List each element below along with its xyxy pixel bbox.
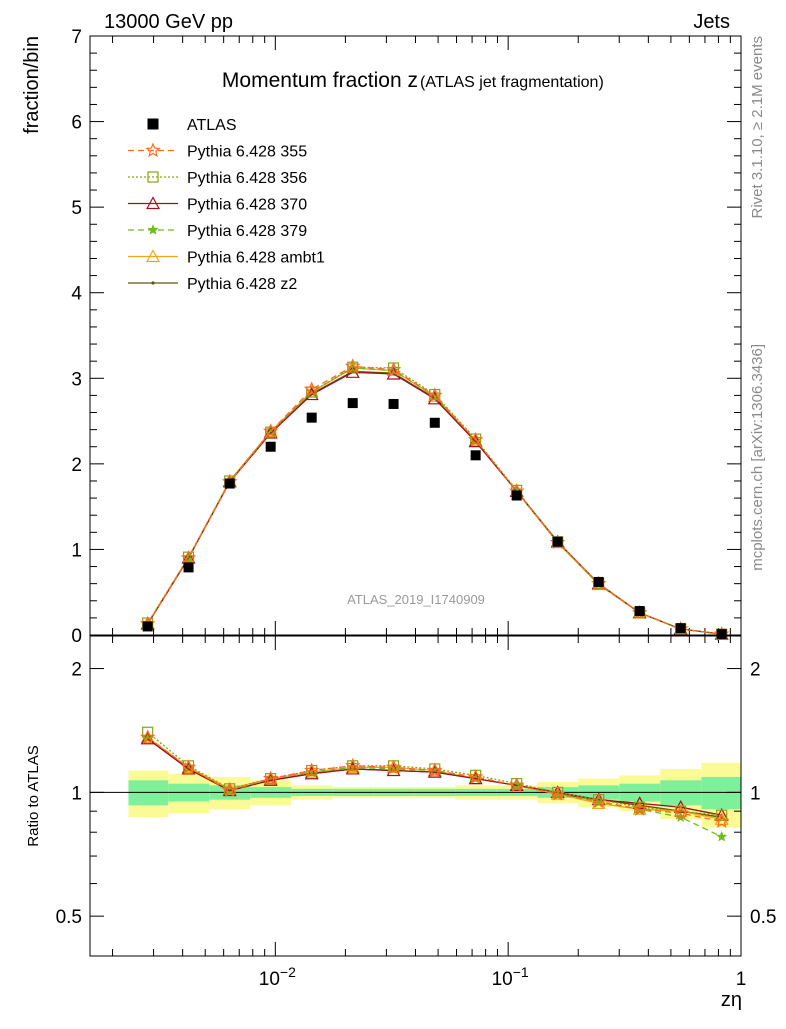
x-tick-label: 10−1 xyxy=(492,964,529,990)
main-marker-p356 xyxy=(347,361,359,373)
atlas-data-point xyxy=(716,629,727,640)
main-marker-p356 xyxy=(265,426,277,438)
ratio-marker-p355 xyxy=(263,770,279,786)
atlas-data-point xyxy=(224,478,235,489)
legend-marker-p355 xyxy=(145,142,161,158)
atlas-data-point xyxy=(470,450,481,461)
atlas-data-point xyxy=(634,606,645,617)
main-marker-p355 xyxy=(304,381,320,396)
ratio-y-axis-title: Ratio to ATLAS xyxy=(25,745,42,846)
atlas-data-point xyxy=(347,398,358,409)
legend-marker-z2 xyxy=(151,281,155,285)
main-marker-p355 xyxy=(468,431,484,447)
ratio-y-tick-label-right: 2 xyxy=(750,660,761,681)
ratio-marker-p370 xyxy=(632,796,647,810)
legend-label-p370: Pythia 6.428 370 xyxy=(187,197,307,214)
rivet-version-label: Rivet 3.1.10, ≥ 2.1M events xyxy=(749,36,766,219)
ratio-marker-p356 xyxy=(142,726,154,738)
ratio-y-tick-label: 0.5 xyxy=(56,907,82,928)
y-axis-title: fraction/bin xyxy=(21,36,43,134)
atlas-data-point xyxy=(511,490,522,501)
ratio-marker-p355 xyxy=(427,762,443,778)
ratio-marker-p355 xyxy=(303,762,320,778)
ratio-marker-p355 xyxy=(632,801,648,816)
x-tick-label: 1 xyxy=(736,969,747,990)
ratio-marker-p355 xyxy=(550,786,566,801)
chart-subtitle: (ATLAS jet fragmentation) xyxy=(420,74,604,91)
main-marker-p355 xyxy=(180,549,197,565)
ratio-y-tick-label-right: 1 xyxy=(750,783,761,804)
atlas-data-point xyxy=(265,441,276,452)
legend-label-data: ATLAS xyxy=(187,117,237,134)
ratio-y-tick-label: 1 xyxy=(71,783,82,804)
ratio-marker-p355 xyxy=(509,777,525,792)
legend-label-p356: Pythia 6.428 356 xyxy=(187,170,307,187)
atlas-data-point xyxy=(429,417,440,428)
atlas-data-point xyxy=(552,536,563,547)
analysis-watermark: ATLAS_2019_I1740909 xyxy=(347,592,485,607)
y-tick-label: 6 xyxy=(71,113,82,134)
y-tick-label: 1 xyxy=(71,540,82,561)
atlas-data-point xyxy=(183,562,194,573)
ratio-marker-p355 xyxy=(139,729,156,744)
ratio-inner-band xyxy=(701,776,741,810)
main-panel-frame xyxy=(89,35,742,636)
y-tick-label: 3 xyxy=(71,369,82,390)
legend-marker-p370 xyxy=(145,196,161,210)
legend-marker-p379 xyxy=(147,224,159,235)
y-tick-label: 7 xyxy=(71,27,82,48)
ratio-marker-p355 xyxy=(345,757,361,773)
ratio-marker-p355 xyxy=(180,759,197,775)
legend-label-ambt1: Pythia 6.428 ambt1 xyxy=(187,250,325,267)
main-marker-p356 xyxy=(306,386,318,398)
y-tick-label: 0 xyxy=(71,626,82,647)
ratio-marker-p356 xyxy=(716,809,728,821)
main-series-line-p355 xyxy=(147,365,722,635)
main-marker-p355 xyxy=(427,387,443,402)
ratio-marker-p355 xyxy=(714,813,730,828)
legend-marker-ambt1 xyxy=(145,249,161,263)
atlas-data-point xyxy=(593,576,604,587)
legend-label-p355: Pythia 6.428 355 xyxy=(187,144,307,161)
y-tick-label: 4 xyxy=(71,284,82,305)
ratio-marker-p355 xyxy=(222,782,238,798)
chart-dynamic-layer: 10−2 10−1 1 0 1 2 3 4 5 6 7 0.5 0.5 1 1 2 2 ATLAS Pythia 6… xyxy=(56,27,777,990)
x-axis-title: zη xyxy=(721,989,742,1011)
y-tick-label: 5 xyxy=(71,198,82,219)
ratio-y-tick-label: 2 xyxy=(71,660,82,681)
ratio-panel-frame xyxy=(89,635,742,957)
legend-label-p379: Pythia 6.428 379 xyxy=(187,223,307,240)
header-process-label: Jets xyxy=(693,11,730,33)
atlas-data-point xyxy=(675,623,686,634)
ratio-series-line-p355 xyxy=(147,736,722,823)
y-tick-label: 2 xyxy=(71,455,82,476)
ratio-y-tick-label-right: 0.5 xyxy=(750,907,776,928)
ratio-marker-p355 xyxy=(385,759,402,775)
ratio-marker-p355 xyxy=(591,793,607,809)
legend-marker-p356 xyxy=(147,171,159,183)
header-energy-label: 13000 GeV pp xyxy=(104,11,233,33)
atlas-data-point xyxy=(306,412,317,423)
chart-title: Momentum fraction z xyxy=(222,69,418,92)
main-marker-p355 xyxy=(385,361,402,377)
x-tick-label: 10−2 xyxy=(259,964,296,990)
main-marker-p355 xyxy=(262,423,279,438)
atlas-data-point xyxy=(388,398,399,409)
legend-marker-data xyxy=(147,118,159,130)
legend-label-z2: Pythia 6.428 z2 xyxy=(187,276,297,293)
mcplots-label: mcplots.cern.ch [arXiv:1306.3436] xyxy=(749,344,766,571)
ratio-marker-p379 xyxy=(716,830,728,842)
ratio-marker-p355 xyxy=(673,805,689,820)
main-marker-p355 xyxy=(345,358,361,373)
atlas-data-point xyxy=(142,621,153,632)
ratio-marker-p355 xyxy=(468,768,484,784)
